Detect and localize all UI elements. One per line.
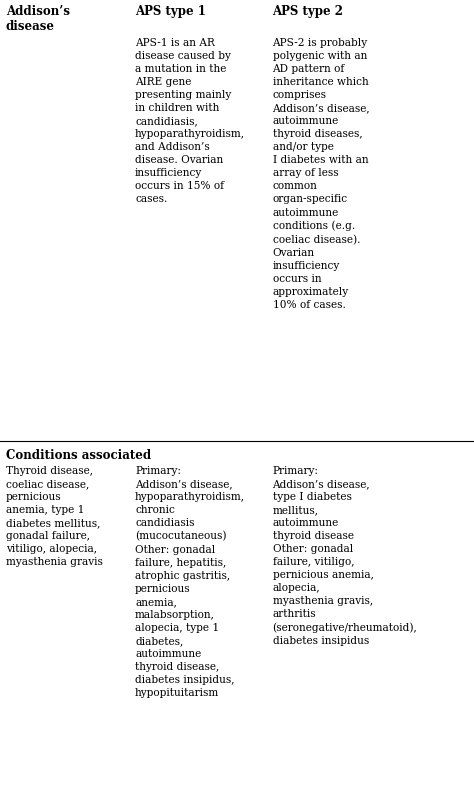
Text: Primary:
Addison’s disease,
type I diabetes
mellitus,
autoimmune
thyroid disease: Primary: Addison’s disease, type I diabe… [273, 466, 417, 646]
Text: Thyroid disease,
coeliac disease,
pernicious
anemia, type 1
diabetes mellitus,
g: Thyroid disease, coeliac disease, pernic… [6, 466, 102, 567]
Text: APS type 2: APS type 2 [273, 5, 344, 18]
Text: APS-2 is probably
polygenic with an
AD pattern of
inheritance which
comprises
Ad: APS-2 is probably polygenic with an AD p… [273, 38, 370, 310]
Text: APS type 1: APS type 1 [135, 5, 206, 18]
Text: Addison’s
disease: Addison’s disease [6, 5, 70, 33]
Text: Primary:
Addison’s disease,
hypoparathyroidism,
chronic
candidiasis
(mucocutaneo: Primary: Addison’s disease, hypoparathyr… [135, 466, 245, 698]
Text: APS-1 is an AR
disease caused by
a mutation in the
AIRE gene
presenting mainly
i: APS-1 is an AR disease caused by a mutat… [135, 38, 245, 204]
Text: Conditions associated: Conditions associated [6, 449, 151, 462]
